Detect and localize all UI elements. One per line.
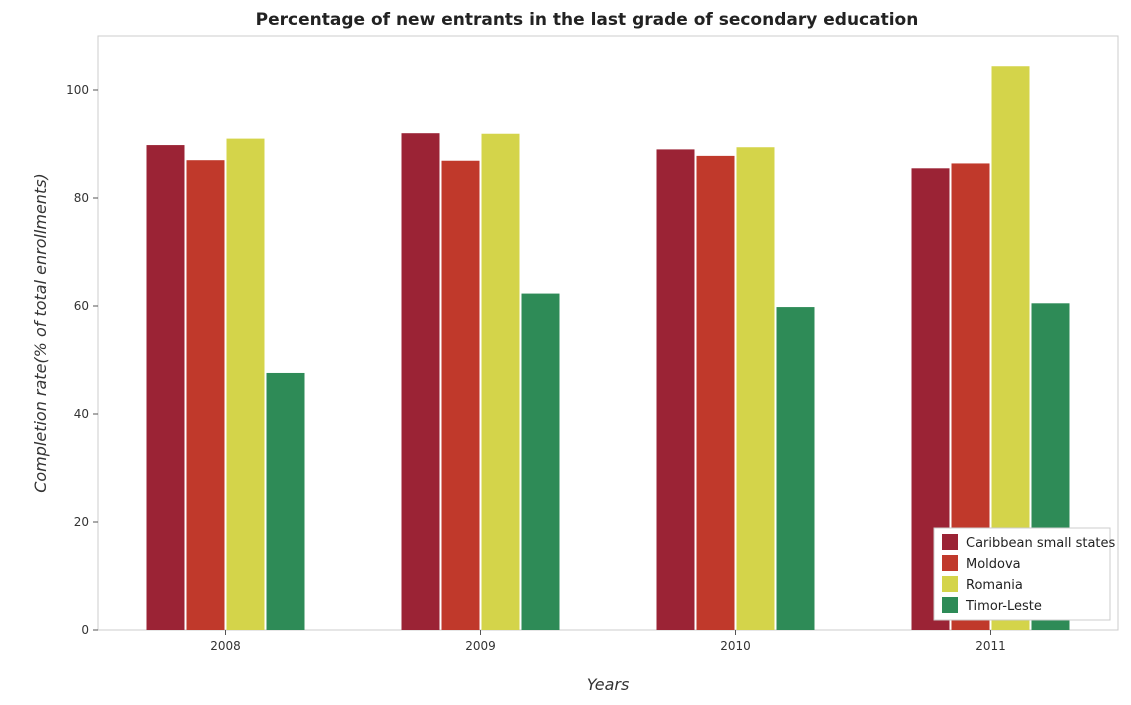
bar xyxy=(656,149,695,630)
bar xyxy=(481,133,520,631)
legend-box xyxy=(933,527,1111,621)
legend-swatch xyxy=(942,576,958,592)
y-axis-label: Completion rate(% of total enrollments) xyxy=(31,173,50,493)
y-tick-label: 100 xyxy=(66,83,89,97)
bar xyxy=(226,138,265,630)
legend-swatch xyxy=(942,555,958,571)
x-tick-label: 2008 xyxy=(210,639,241,653)
legend-swatch xyxy=(942,597,958,613)
x-tick-label: 2009 xyxy=(465,639,496,653)
x-axis-label: Years xyxy=(587,675,630,694)
bar xyxy=(521,293,560,630)
bar xyxy=(186,160,225,630)
legend-label: Moldova xyxy=(966,557,1021,572)
y-tick-label: 60 xyxy=(74,299,89,313)
bar xyxy=(401,133,440,630)
x-axis: 2008 2009 2010 2011 xyxy=(210,630,1006,653)
bar xyxy=(696,155,735,630)
legend-label: Romania xyxy=(966,578,1023,593)
legend: Caribbean small states Moldova Romania Timo… xyxy=(933,527,1116,621)
y-tick-label: 0 xyxy=(81,623,89,637)
bar xyxy=(146,145,185,630)
legend-label: Timor-Leste xyxy=(965,599,1042,614)
bar xyxy=(266,372,305,630)
bar xyxy=(776,307,815,630)
y-tick-label: 80 xyxy=(74,191,89,205)
y-tick-label: 40 xyxy=(74,407,89,421)
legend-label: Caribbean small states xyxy=(966,536,1116,551)
y-axis: 0 20 40 60 80 100 xyxy=(66,83,98,637)
x-tick-label: 2011 xyxy=(975,639,1006,653)
chart-title: Percentage of new entrants in the last g… xyxy=(256,10,919,30)
x-tick-label: 2010 xyxy=(720,639,751,653)
bar xyxy=(736,147,775,631)
y-tick-label: 20 xyxy=(74,515,89,529)
bar xyxy=(441,160,480,631)
legend-swatch xyxy=(942,534,958,550)
